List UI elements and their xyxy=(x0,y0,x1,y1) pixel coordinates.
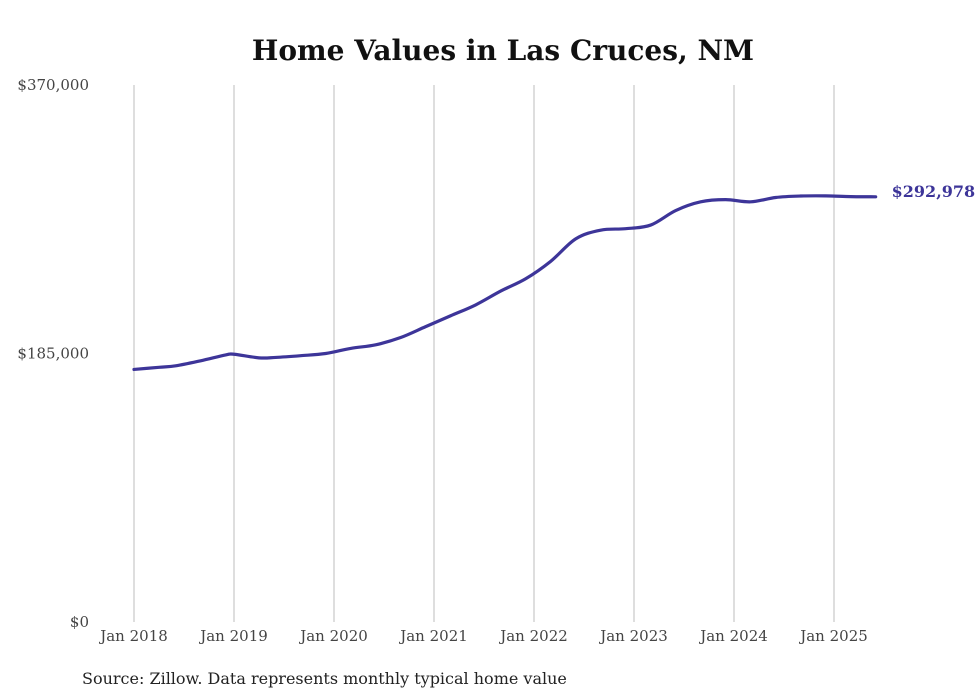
chart-title: Home Values in Las Cruces, NM xyxy=(252,34,754,67)
x-tick-label: Jan 2025 xyxy=(798,627,868,645)
series-line xyxy=(132,194,878,372)
source-note: Source: Zillow. Data represents monthly … xyxy=(82,669,567,688)
y-axis-tick-labels: $0 $185,000 $370,000 xyxy=(17,76,89,631)
y-tick-label: $185,000 xyxy=(17,345,89,363)
y-tick-label: $0 xyxy=(70,613,89,631)
end-value-label: $292,978 xyxy=(892,182,976,201)
x-axis-tick-labels: Jan 2018 Jan 2019 Jan 2020 Jan 2021 Jan 2022… xyxy=(98,627,868,645)
x-tick-label: Jan 2020 xyxy=(298,627,368,645)
x-tick-label: Jan 2022 xyxy=(498,627,568,645)
x-tick-label: Jan 2024 xyxy=(698,627,768,645)
x-tick-label: Jan 2018 xyxy=(98,627,168,645)
x-tick-label: Jan 2019 xyxy=(198,627,268,645)
series-group: $292,978 xyxy=(132,182,976,372)
y-tick-label: $370,000 xyxy=(17,76,89,94)
x-tick-label: Jan 2021 xyxy=(398,627,468,645)
x-tick-label: Jan 2023 xyxy=(598,627,668,645)
